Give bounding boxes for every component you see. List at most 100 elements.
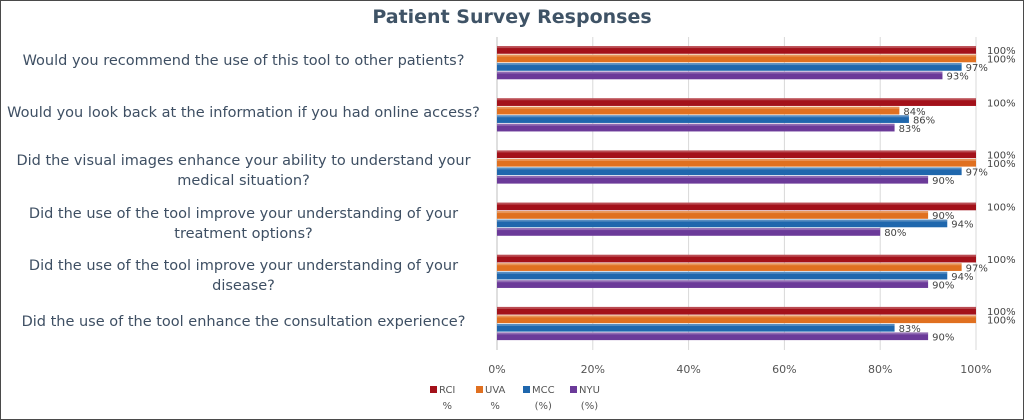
data-label: 100%: [987, 150, 1016, 161]
question-label: Would you look back at the information i…: [0, 103, 487, 123]
data-label: 90%: [932, 211, 954, 222]
bar-highlight: [497, 63, 962, 66]
question-label: Did the use of the tool improve your und…: [0, 204, 487, 244]
bar-highlight: [497, 167, 962, 170]
bar: [497, 263, 962, 271]
legend-label-line: RCI: [439, 385, 456, 396]
question-label-line: treatment options?: [174, 225, 313, 242]
bar-highlight: [497, 280, 929, 283]
question-label-line: Would you look back at the information i…: [7, 105, 480, 122]
question-label-line: Did the use of the tool improve your und…: [28, 205, 459, 222]
data-label: 100%: [987, 255, 1016, 266]
data-label: 100%: [987, 203, 1016, 214]
bar-highlight: [497, 71, 943, 74]
legend-label: UVA%: [485, 383, 505, 415]
bar: [497, 280, 929, 288]
legend-label-line: (%): [534, 401, 552, 412]
bar: [497, 332, 929, 341]
data-label: 86%: [913, 115, 935, 126]
bar: [497, 115, 909, 123]
data-label: 97%: [966, 63, 988, 74]
bar: [497, 123, 895, 132]
legend-swatch: [476, 386, 483, 393]
bar: [497, 158, 976, 167]
bar: [497, 46, 976, 54]
legend-swatch: [523, 386, 530, 393]
data-label: 100%: [987, 46, 1016, 57]
legend-swatch: [430, 386, 437, 393]
bar: [497, 228, 881, 236]
legend-swatch: [570, 386, 577, 393]
bar: [497, 211, 929, 219]
legend-label-line: %: [490, 401, 500, 412]
bar-highlight: [497, 228, 881, 231]
bar-highlight: [497, 150, 976, 153]
bar: [497, 167, 962, 176]
bar: [497, 254, 976, 263]
bar: [497, 315, 976, 324]
bar-highlight: [497, 175, 929, 178]
bar-highlight: [497, 332, 929, 335]
bar-highlight: [497, 123, 895, 126]
bar-highlight: [497, 263, 962, 266]
legend-label-line: UVA: [485, 385, 506, 396]
x-tick-label: 60%: [772, 363, 796, 376]
bar: [497, 71, 943, 80]
question-label: Did the use of the tool improve your und…: [0, 256, 487, 296]
chart-title: Patient Survey Responses: [372, 6, 652, 28]
bar: [497, 323, 895, 332]
data-label: 97%: [966, 167, 988, 178]
bar: [497, 306, 976, 315]
x-tick-label: 80%: [868, 363, 892, 376]
x-tick-label: 20%: [581, 363, 605, 376]
bar: [497, 150, 976, 159]
bar-highlight: [497, 202, 976, 205]
bar-highlight: [497, 315, 976, 318]
bar-highlight: [497, 158, 976, 161]
bar-highlight: [497, 323, 895, 326]
legend-label: RCI%: [439, 383, 455, 415]
data-label: 100%: [987, 307, 1016, 318]
bar-highlight: [497, 106, 900, 109]
data-label: 90%: [932, 280, 954, 291]
legend-label-line: %: [442, 401, 452, 412]
question-label-line: medical situation?: [177, 173, 310, 190]
question-label-line: Did the use of the tool improve your und…: [28, 257, 459, 274]
question-label: Did the use of the tool enhance the cons…: [0, 312, 487, 332]
data-label: 80%: [884, 228, 906, 239]
bar: [497, 106, 900, 115]
legend-label: MCC (%): [532, 383, 555, 415]
bar-highlight: [497, 254, 976, 257]
bar: [497, 271, 948, 280]
bar-highlight: [497, 271, 948, 274]
bar: [497, 202, 976, 211]
data-label: 94%: [951, 220, 973, 231]
bar-highlight: [497, 219, 948, 222]
data-label: 100%: [987, 159, 1016, 170]
legend-label-line: (%): [580, 401, 599, 412]
x-tick-label: 100%: [960, 363, 991, 376]
question-label-line: Did the visual images enhance your abili…: [16, 153, 471, 170]
data-label: 84%: [903, 107, 925, 118]
bar-highlight: [497, 211, 929, 214]
data-label: 93%: [946, 72, 968, 83]
bar-highlight: [497, 98, 976, 101]
bar-highlight: [497, 306, 976, 309]
data-label: 100%: [987, 55, 1016, 66]
question-label: Would you recommend the use of this tool…: [0, 51, 487, 71]
data-label: 90%: [932, 176, 954, 187]
data-label: 83%: [899, 324, 921, 335]
bar-highlight: [497, 115, 909, 118]
data-label: 94%: [951, 272, 973, 283]
bar: [497, 219, 948, 228]
bar: [497, 98, 976, 106]
question-label-line: Would you recommend the use of this tool…: [22, 53, 465, 70]
bar: [497, 63, 962, 71]
data-label: 100%: [987, 98, 1016, 109]
bar-highlight: [497, 46, 976, 49]
data-label: 90%: [932, 332, 954, 343]
bar: [497, 54, 976, 63]
question-label-line: Did the use of the tool enhance the cons…: [21, 313, 466, 330]
data-label: 97%: [966, 263, 988, 274]
